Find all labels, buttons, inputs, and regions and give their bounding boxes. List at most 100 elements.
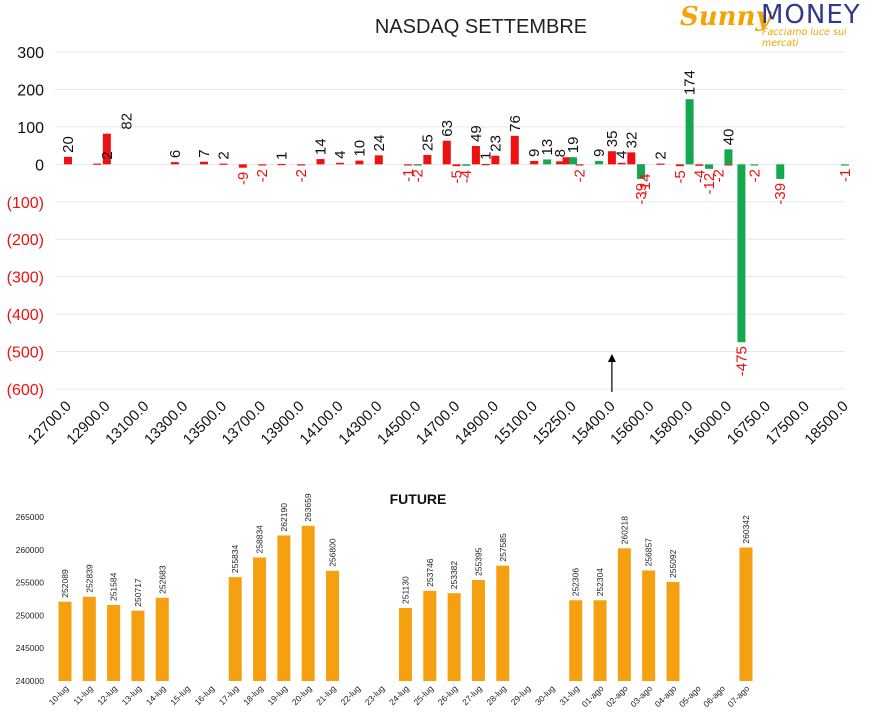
future-bar-label: 255834 xyxy=(230,544,240,573)
bar xyxy=(705,164,714,169)
bar-value-label: -1 xyxy=(837,169,854,182)
bar-value-label: 174 xyxy=(682,70,699,95)
future-bar-label: 255092 xyxy=(668,549,678,578)
y-tick-label: (100) xyxy=(7,195,44,212)
bar xyxy=(556,161,565,165)
future-bar xyxy=(228,577,242,681)
bar xyxy=(93,163,102,165)
bar-value-label: -2 xyxy=(293,169,310,182)
bar-value-label: 2 xyxy=(99,151,116,159)
y-tick-label: 265000 xyxy=(16,512,45,522)
chart-title: NASDAQ SETTEMBRE xyxy=(375,16,587,38)
logo-sunny: Sunny xyxy=(680,2,771,32)
bar-value-label: 63 xyxy=(439,120,456,137)
future-bar-label: 252089 xyxy=(60,569,70,598)
bar-value-label: 7 xyxy=(196,149,213,157)
future-bar-label: 253746 xyxy=(425,558,435,587)
future-bar xyxy=(131,610,145,681)
future-bar-label: 252839 xyxy=(84,564,94,593)
bar-value-label: 9 xyxy=(526,149,543,157)
bar xyxy=(170,162,179,165)
logo-tagline: Facciamo luce sui mercati xyxy=(762,27,847,49)
future-bar xyxy=(447,593,461,681)
bar xyxy=(316,159,325,165)
bar xyxy=(562,157,571,165)
bar xyxy=(575,164,584,166)
main-chart: NASDAQ SETTEMBRE (600) (500) (400) (300) (200… xyxy=(7,16,854,448)
bar-value-label: 19 xyxy=(565,137,582,154)
x-tick-label: 03-ago xyxy=(628,683,654,709)
x-tick-label: 22-lug xyxy=(338,683,362,707)
y-tick-label: 240000 xyxy=(16,676,45,686)
bar xyxy=(737,164,746,343)
bar xyxy=(695,164,704,166)
bar-value-label: 76 xyxy=(507,115,524,132)
x-tick-label: 10-lug xyxy=(47,683,71,707)
x-tick-label: 24-lug xyxy=(387,683,411,707)
bar-value-label: -39 xyxy=(772,183,789,205)
x-tick-label: 21-lug xyxy=(314,683,338,707)
future-bar-label: 260342 xyxy=(741,515,751,544)
y-tick-label: 260000 xyxy=(16,545,45,555)
future-bar xyxy=(569,600,583,681)
bar xyxy=(569,157,578,165)
y-tick-label: 255000 xyxy=(16,578,45,588)
x-tick-label: 27-lug xyxy=(460,683,484,707)
future-bar xyxy=(642,570,656,681)
x-tick-label: 06-ago xyxy=(701,683,727,709)
future-bar xyxy=(155,597,169,681)
future-bar-label: 263659 xyxy=(303,493,313,522)
future-bar xyxy=(617,548,631,681)
future-chart: FUTURE 240000 245000 250000 255000 260000 2650… xyxy=(16,491,753,709)
bar-value-label: 1 xyxy=(274,152,291,160)
future-bar xyxy=(471,580,485,681)
bar-value-label: -14 xyxy=(637,174,654,196)
x-tick-label: 14-lug xyxy=(144,683,168,707)
bar xyxy=(637,164,646,179)
future-bar-label: 250717 xyxy=(133,578,143,607)
x-tick-label: 15-lug xyxy=(168,683,192,707)
future-bar-label: 252683 xyxy=(157,565,167,594)
bar-value-label: 32 xyxy=(623,132,640,149)
bar xyxy=(413,164,422,166)
y-tick-label: 245000 xyxy=(16,643,45,653)
bar-value-label: 2 xyxy=(215,151,232,159)
bar xyxy=(462,164,471,166)
bar xyxy=(491,155,500,165)
future-bar xyxy=(58,601,72,681)
bar xyxy=(64,156,72,165)
bar xyxy=(199,161,208,165)
bar xyxy=(627,152,636,165)
future-title: FUTURE xyxy=(390,491,447,507)
bar-value-label: 1 xyxy=(478,152,495,160)
bar xyxy=(530,160,539,165)
y-tick-label: (200) xyxy=(7,232,44,249)
future-bar-label: 257585 xyxy=(498,533,508,562)
x-tick-label: 01-ago xyxy=(580,683,606,709)
future-bar xyxy=(107,605,121,681)
bar-value-label: -2 xyxy=(254,169,271,182)
bar xyxy=(297,164,306,166)
bar-value-label: 20 xyxy=(60,136,77,153)
bar xyxy=(238,164,247,168)
bar-value-label: 23 xyxy=(487,135,504,152)
bar xyxy=(617,162,626,165)
bar-value-label: 35 xyxy=(604,131,621,148)
bar-value-label: 9 xyxy=(591,149,608,157)
x-tick-label: 26-lug xyxy=(436,683,460,707)
bar-value-label: 25 xyxy=(419,134,436,151)
future-bar-label: 256857 xyxy=(644,538,654,567)
x-tick-label: 16-lug xyxy=(193,683,217,707)
x-tick-label: 02-ago xyxy=(604,683,630,709)
future-bar xyxy=(739,547,753,681)
future-bar xyxy=(326,570,340,681)
bar-value-label: 49 xyxy=(468,125,485,142)
bar xyxy=(776,164,785,179)
bar xyxy=(841,164,849,166)
bar xyxy=(675,164,684,167)
bar-value-label: 4 xyxy=(614,150,631,158)
y-tick-label: (400) xyxy=(7,307,44,324)
bar-value-label: -1 xyxy=(400,169,417,182)
future-bar xyxy=(398,607,412,681)
